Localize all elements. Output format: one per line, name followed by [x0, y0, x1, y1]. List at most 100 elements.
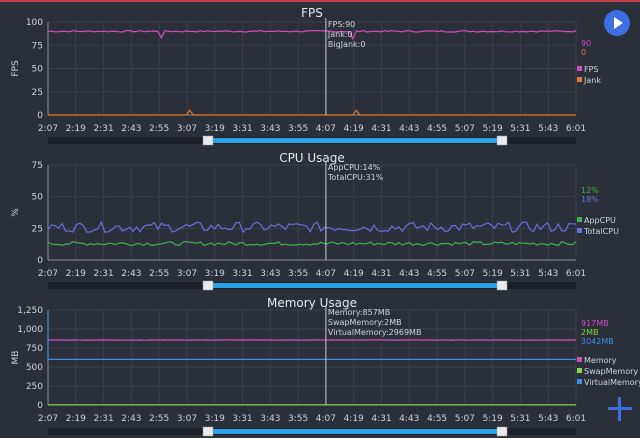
- x-tick-label: 3:19: [205, 269, 225, 279]
- x-tick-label: 3:55: [288, 269, 308, 279]
- x-tick-label: 4:43: [399, 269, 419, 279]
- x-tick-label: 4:55: [427, 124, 447, 134]
- x-tick-label: 3:31: [232, 414, 252, 424]
- x-tick-label: 3:55: [288, 124, 308, 134]
- x-tick-label: 3:31: [232, 124, 252, 134]
- x-tick-label: 5:31: [510, 124, 530, 134]
- y-tick-label: 75: [32, 41, 43, 51]
- legend-label: TotalCPU: [583, 227, 619, 236]
- x-tick-label: 5:19: [483, 269, 503, 279]
- x-tick-label: 3:19: [205, 414, 225, 424]
- y-axis-label: FPS: [11, 60, 21, 77]
- y-tick-label: 50: [32, 65, 44, 75]
- y-tick-label: 0: [37, 401, 43, 411]
- x-tick-label: 2:07: [38, 124, 58, 134]
- x-tick-label: 4:19: [344, 124, 364, 134]
- x-tick-label: 5:43: [538, 124, 558, 134]
- current-value: 0: [581, 48, 586, 57]
- x-tick-label: 4:55: [427, 414, 447, 424]
- x-tick-label: 5:07: [455, 124, 475, 134]
- play-icon: [614, 17, 623, 29]
- x-tick-label: 2:19: [66, 124, 86, 134]
- tooltip-text: Memory:857MB: [328, 308, 390, 317]
- legend-label: SwapMemory: [584, 367, 638, 376]
- current-value: 18%: [581, 195, 599, 204]
- range-slider-handle-left[interactable]: [202, 280, 214, 291]
- tooltip-text: BigJank:0: [328, 40, 366, 49]
- x-tick-label: 5:19: [483, 124, 503, 134]
- y-tick-label: 100: [26, 18, 43, 28]
- range-slider-handle-right[interactable]: [496, 426, 508, 437]
- range-slider-handle-right[interactable]: [496, 280, 508, 291]
- y-tick-label: 1,000: [17, 325, 43, 335]
- x-tick-label: 4:31: [371, 414, 391, 424]
- x-tick-label: 6:01: [566, 124, 586, 134]
- x-tick-label: 2:43: [121, 269, 141, 279]
- x-tick-label: 2:43: [121, 124, 141, 134]
- legend-swatch: [577, 77, 582, 82]
- legend-label: VirtualMemory: [584, 378, 640, 387]
- x-tick-label: 5:31: [510, 414, 530, 424]
- x-tick-label: 5:07: [455, 414, 475, 424]
- top-accent-bar: [0, 0, 640, 2]
- legend-label: Memory: [584, 356, 617, 365]
- legend-label: AppCPU: [584, 216, 616, 225]
- x-tick-label: 6:01: [566, 414, 586, 424]
- current-value: 90: [581, 39, 591, 48]
- add-chart-button[interactable]: [606, 395, 634, 423]
- x-tick-label: 3:19: [205, 124, 225, 134]
- x-tick-label: 4:07: [316, 124, 336, 134]
- legend-swatch: [577, 228, 582, 233]
- x-tick-label: 4:07: [316, 269, 336, 279]
- range-slider-handle-right[interactable]: [496, 135, 508, 146]
- y-axis-label: MB: [11, 351, 21, 365]
- tooltip-text: Jank:0: [327, 30, 353, 39]
- x-tick-label: 3:07: [177, 269, 197, 279]
- x-tick-label: 2:43: [121, 414, 141, 424]
- x-tick-label: 3:43: [260, 269, 280, 279]
- current-value: 2MB: [581, 328, 598, 337]
- x-tick-label: 4:55: [427, 269, 447, 279]
- series-line-jank: [48, 109, 576, 116]
- y-tick-label: 1,250: [17, 306, 43, 316]
- series-line-virtualmemory: [47, 310, 576, 360]
- chart-title: FPS: [301, 6, 323, 20]
- tooltip-text: AppCPU:14%: [328, 163, 381, 172]
- range-slider-handle-left[interactable]: [202, 426, 214, 437]
- play-button[interactable]: [604, 10, 630, 36]
- range-slider-handle-left[interactable]: [202, 135, 214, 146]
- series-line-appcpu: [47, 240, 577, 247]
- tooltip-text: TotalCPU:31%: [327, 173, 384, 182]
- y-tick-label: 750: [26, 344, 43, 354]
- x-tick-label: 4:43: [399, 414, 419, 424]
- current-value: 917MB: [581, 319, 609, 328]
- x-tick-label: 5:07: [455, 269, 475, 279]
- x-tick-label: 5:43: [538, 269, 558, 279]
- y-tick-label: 75: [32, 161, 43, 171]
- y-tick-label: 50: [32, 193, 44, 203]
- plus-icon: [608, 397, 632, 421]
- x-tick-label: 4:19: [344, 269, 364, 279]
- legend-swatch: [577, 379, 582, 384]
- chart-title: CPU Usage: [279, 151, 345, 165]
- y-tick-label: 500: [26, 363, 43, 373]
- y-tick-label: 250: [26, 382, 43, 392]
- legend-swatch: [577, 357, 582, 362]
- x-tick-label: 2:55: [149, 269, 169, 279]
- x-tick-label: 3:07: [177, 414, 197, 424]
- range-slider-selection: [208, 138, 504, 143]
- x-tick-label: 3:31: [232, 269, 252, 279]
- x-tick-label: 2:07: [38, 414, 58, 424]
- series-line-totalcpu: [47, 220, 577, 234]
- x-tick-label: 4:19: [344, 414, 364, 424]
- tooltip-text: SwapMemory:2MB: [328, 318, 402, 327]
- legend-label: FPS: [584, 65, 599, 74]
- legend-swatch: [577, 368, 582, 373]
- x-tick-label: 4:31: [371, 269, 391, 279]
- x-tick-label: 4:31: [371, 124, 391, 134]
- y-axis-label: %: [11, 208, 21, 217]
- x-tick-label: 5:43: [538, 414, 558, 424]
- y-tick-label: 25: [32, 88, 43, 98]
- y-tick-label: 0: [37, 256, 43, 266]
- x-tick-label: 3:07: [177, 124, 197, 134]
